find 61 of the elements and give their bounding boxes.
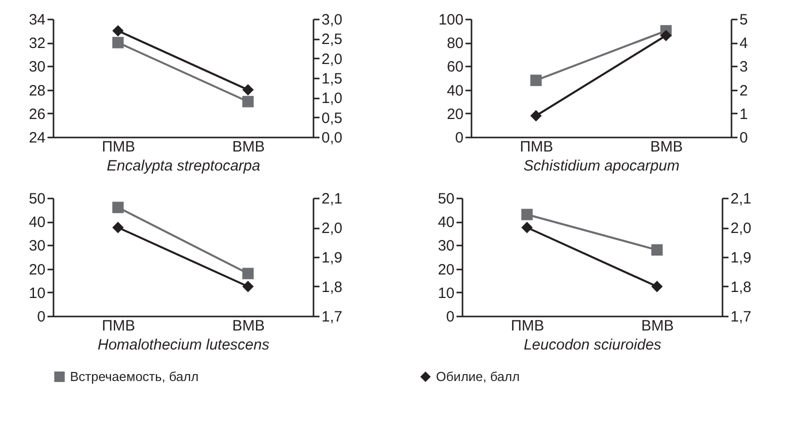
y2-tick-label: 3,0 [322,12,342,28]
y2-tick-label: 1,7 [322,308,342,326]
y-tick-label: 40 [28,214,46,232]
y2-tick-label: 2,0 [322,220,342,237]
y-tick-label: 10 [438,284,454,302]
y2-tick-label: 2 [740,82,748,100]
y-tick-label: 50 [438,190,454,208]
x-tick-label: ПМВ [102,318,136,334]
y-tick-label: 80 [446,35,464,52]
x-tick-label: ПМВ [102,138,136,156]
y2-tick-label: 2,0 [322,50,342,68]
y-tick-label: 30 [28,58,46,76]
legend-label: Встречаемость, балл [70,368,199,384]
x-tick-label: ВМВ [232,318,265,334]
x-tick-label: ВМВ [232,138,265,156]
y-tick-label: 30 [28,238,46,255]
x-axis-title: Leucodon sciuroides [524,336,662,354]
x-axis-title: Homalothecium lutescens [98,336,270,354]
y2-tick-label: 1,8 [730,279,752,296]
y2-tick-label: 1,0 [322,90,342,108]
y-tick-label: 20 [28,261,46,278]
y2-tick-label: 2,1 [322,190,342,208]
y2-tick-label: 2,5 [322,31,342,48]
y-tick-label: 30 [438,238,454,255]
y-tick-label: 34 [28,12,46,28]
y2-tick-label: 0,5 [322,110,342,127]
y-tick-label: 10 [28,284,46,302]
x-tick-label: ПМВ [510,318,544,334]
legend-label: Обилие, балл [436,368,520,384]
y2-tick-label: 5 [740,12,748,28]
x-axis-title: Schistidium apocarpum [524,158,680,174]
x-tick-label: ВМВ [650,138,683,156]
y-tick-label: 50 [28,190,46,208]
y2-tick-label: 1 [740,106,748,123]
y2-tick-label: 2,1 [730,190,752,208]
x-axis-title: Encalypta streptocarpa [106,158,260,174]
y2-tick-label: 1,9 [730,250,752,266]
y-tick-label: 20 [438,261,454,278]
y2-tick-label: 1,8 [322,279,342,296]
x-tick-label: ПМВ [520,138,554,156]
y-tick-label: 20 [446,106,464,123]
y2-tick-label: 0 [740,130,748,146]
y-tick-label: 28 [28,82,46,100]
x-tick-label: ВМВ [641,318,674,334]
y-tick-label: 0 [455,130,464,146]
y-tick-label: 24 [28,130,46,146]
y2-tick-label: 1,5 [322,70,342,88]
y-tick-label: 0 [446,308,454,326]
y-tick-label: 40 [446,82,464,100]
y-tick-label: 100 [438,12,464,28]
y2-tick-label: 1,9 [322,250,342,266]
y2-tick-label: 3 [740,58,748,76]
y-tick-label: 40 [438,214,454,232]
y-tick-label: 60 [446,58,464,76]
y-tick-label: 0 [37,308,46,326]
y-tick-label: 32 [28,35,46,52]
y2-tick-label: 0,0 [322,130,342,146]
y2-tick-label: 4 [740,35,748,52]
y2-tick-label: 1,7 [730,308,752,326]
y2-tick-label: 2,0 [730,220,752,237]
y-tick-label: 26 [28,106,46,123]
